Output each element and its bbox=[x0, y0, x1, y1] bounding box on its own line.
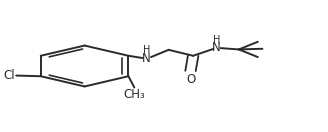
Text: N: N bbox=[142, 52, 151, 65]
Text: Cl: Cl bbox=[3, 69, 14, 82]
Text: H: H bbox=[213, 35, 220, 45]
Text: O: O bbox=[186, 73, 195, 86]
Text: CH₃: CH₃ bbox=[123, 88, 145, 101]
Text: H: H bbox=[143, 45, 150, 55]
Text: N: N bbox=[212, 41, 221, 54]
